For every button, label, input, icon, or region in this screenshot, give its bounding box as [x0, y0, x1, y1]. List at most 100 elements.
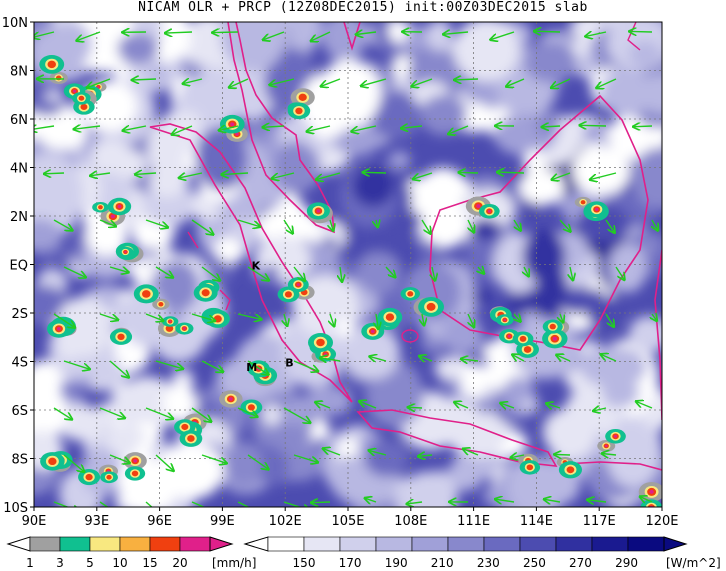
olr-cloud — [56, 296, 113, 357]
olr-cloud — [579, 345, 648, 388]
wind-arrow — [555, 454, 571, 455]
olr-cloud — [321, 238, 339, 249]
precip-colorbar-swatch — [59, 536, 91, 552]
lon-tick-label: 102E — [269, 514, 302, 529]
lon-tick-label: 96E — [147, 514, 172, 529]
wind-arrow — [191, 501, 218, 507]
wind-arrow — [307, 125, 331, 132]
wind-arrow — [551, 78, 571, 88]
wind-arrow — [463, 449, 479, 456]
olr-colorbar-label: 290 — [615, 556, 638, 570]
wind-arrow — [91, 173, 111, 176]
wind-arrow — [270, 78, 295, 85]
wind-arrow — [570, 266, 573, 280]
olr-colorbar-swatch — [267, 536, 305, 552]
place-label: M — [246, 361, 257, 374]
wind-arrow — [413, 172, 433, 179]
wind-arrow — [320, 358, 341, 361]
wind-arrow — [222, 173, 249, 175]
precip-cell — [106, 474, 112, 480]
lon-tick-label: 120E — [645, 514, 678, 529]
precip-colorbar-label: 10 — [112, 556, 127, 570]
olr-cloud — [519, 169, 565, 206]
precip-cell — [201, 289, 210, 297]
precip-cell — [519, 335, 527, 342]
wind-arrow — [601, 354, 617, 362]
precip-cell — [613, 434, 618, 438]
wind-arrow — [229, 78, 249, 87]
wind-arrow — [369, 450, 387, 455]
wind-arrow — [283, 407, 310, 423]
wind-arrow — [191, 313, 215, 321]
latitude-tick-labels: 10N 8N 6N 4N 2N EQ 2S 4S 6S 8S 10S — [2, 16, 34, 516]
olr-cloud — [93, 356, 125, 392]
precip-cell — [566, 466, 575, 474]
wind-arrow — [602, 454, 617, 456]
precip-cell — [316, 209, 321, 213]
wind-arrow — [401, 126, 423, 128]
olr-cloud — [147, 64, 170, 84]
wind-arrow — [34, 31, 55, 37]
wind-arrow — [448, 125, 469, 134]
wind-arrow — [586, 32, 607, 36]
wind-arrow — [432, 266, 435, 280]
precip-cell — [235, 132, 239, 136]
olr-colorbar-label: 170 — [339, 556, 362, 570]
precip-cell — [228, 397, 233, 401]
precip-cell — [526, 464, 534, 471]
lon-tick-label: 108E — [394, 514, 427, 529]
wind-arrow — [247, 360, 268, 375]
olr-cloud — [34, 218, 63, 251]
wind-arrow — [237, 407, 257, 417]
olr-cloud — [157, 442, 224, 500]
olr-cloud — [356, 251, 401, 295]
wind-arrow — [376, 313, 378, 329]
precip-cell — [124, 250, 127, 254]
wind-arrow — [636, 402, 653, 409]
precip-colorbar-label: 5 — [86, 556, 94, 570]
lat-tick-label: 10N — [2, 16, 28, 31]
wind-arrow — [201, 454, 227, 463]
wind-arrow — [418, 455, 433, 456]
olr-colorbar-label: 190 — [385, 556, 408, 570]
olr-cloud — [544, 407, 597, 460]
wind-arrow — [544, 499, 561, 502]
olr-colorbar-label: 150 — [293, 556, 316, 570]
wind-arrow — [630, 31, 653, 32]
precip-colorbar-label: 1 — [26, 556, 34, 570]
olr-cloud — [471, 290, 492, 303]
olr-cloud — [49, 22, 93, 67]
coastline-sulawesi — [654, 249, 662, 421]
precip-cell — [78, 95, 85, 101]
precip-cell — [385, 313, 395, 321]
lon-tick-label: 105E — [331, 514, 364, 529]
olr-colorbar-high-cap — [663, 536, 688, 552]
wind-arrow — [99, 501, 109, 507]
wind-arrow — [542, 126, 561, 127]
precip-colorbar-swatch — [119, 536, 151, 552]
lon-tick-label: 99E — [210, 514, 235, 529]
grid-lines — [34, 22, 662, 507]
olr-cloud — [442, 315, 483, 355]
chart-title: NICAM OLR + PRCP (12Z08DEC2015) init:00Z… — [138, 0, 588, 15]
olr-cloud — [426, 22, 453, 52]
wind-arrow — [597, 78, 617, 88]
olr-cloud — [259, 265, 280, 281]
olr-cloud — [559, 281, 592, 315]
coastline-bangka — [401, 329, 419, 343]
olr-colorbar-swatch — [339, 536, 377, 552]
wind-arrow — [191, 219, 213, 234]
precip-cell — [247, 404, 255, 411]
wind-arrow — [109, 454, 130, 463]
olr-colorbar-swatch — [591, 536, 629, 552]
olr-cloud — [317, 59, 381, 129]
wind-arrow — [179, 172, 203, 178]
olr-cloud — [342, 324, 401, 380]
olr-cloud — [628, 315, 662, 352]
wind-arrow — [468, 219, 474, 232]
wind-arrow — [459, 172, 479, 173]
precip-cell — [323, 352, 328, 356]
olr-colorbar-unit: [W/m^2] — [666, 556, 721, 570]
wind-arrow — [63, 266, 86, 277]
lon-tick-label: 117E — [583, 514, 616, 529]
